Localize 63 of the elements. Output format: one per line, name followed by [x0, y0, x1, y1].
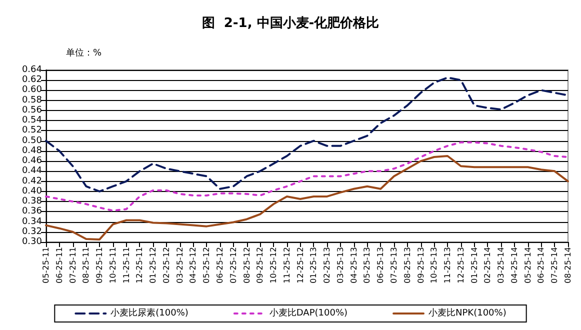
y-tick-label: 0.48	[22, 146, 42, 156]
x-tick-label: 07-25-11	[68, 247, 78, 284]
x-tick-label: 05-25-13	[362, 247, 372, 284]
x-tick-label: 08-25-14	[564, 247, 572, 284]
x-tick-label: 01-25-12	[148, 247, 158, 284]
y-tick-label: 0.46	[22, 156, 42, 166]
x-tick-label: 06-25-14	[536, 247, 546, 284]
x-tick-label: 07-25-13	[390, 247, 398, 284]
x-tick-label: 02-25-14	[483, 247, 492, 284]
x-tick-label: 05-25-14	[523, 247, 532, 284]
x-tick-label: 08-25-13	[402, 247, 412, 284]
x-tick-label: 05-25-12	[202, 247, 212, 284]
y-tick-label: 0.30	[22, 237, 42, 247]
y-tick-label: 0.34	[22, 216, 42, 227]
x-tick-label: 03-25-12	[175, 247, 184, 284]
y-tick-label: 0.32	[22, 226, 42, 237]
y-tick-label: 0.40	[22, 186, 42, 196]
y-tick-label: 0.36	[22, 206, 42, 217]
x-tick-label: 04-25-14	[510, 247, 519, 284]
x-tick-label: 06-25-13	[376, 247, 386, 284]
legend-label: 小麦比尿素(100%)	[110, 308, 188, 318]
chart-title: 图 2-1, 中国小麦-化肥价格比	[202, 16, 380, 31]
y-axis-title: 单位：%	[66, 48, 102, 58]
y-tick-label: 0.50	[22, 136, 42, 146]
y-tick-label: 0.64	[22, 65, 42, 75]
x-tick-label: 03-25-14	[496, 247, 506, 284]
x-tick-label: 09-25-11	[95, 247, 104, 284]
y-tick-label: 0.54	[22, 116, 42, 126]
x-tick-label: 11-25-13	[443, 247, 452, 284]
x-tick-label: 10-25-12	[269, 247, 278, 284]
x-tick-label: 03-25-13	[336, 247, 345, 284]
y-tick-label: 0.58	[22, 95, 42, 106]
x-tick-label: 09-25-13	[416, 247, 426, 284]
y-tick-label: 0.42	[22, 176, 42, 186]
x-tick-label: 09-25-12	[256, 247, 265, 284]
x-tick-label: 06-25-12	[216, 247, 224, 284]
x-tick-label: 06-25-11	[54, 247, 64, 284]
x-tick-label: 12-25-11	[135, 247, 144, 284]
legend-label: 小麦比DAP(100%)	[269, 308, 348, 318]
legend-label: 小麦比NPK(100%)	[428, 308, 506, 318]
x-tick-label: 05-25-11	[42, 247, 50, 284]
x-tick-label: 10-25-11	[108, 247, 118, 284]
x-tick-label: 07-25-12	[228, 247, 238, 284]
x-tick-label: 11-25-12	[282, 247, 292, 284]
y-tick-label: 0.56	[22, 105, 42, 116]
x-tick-label: 10-25-13	[430, 247, 439, 284]
x-tick-label: 02-25-12	[162, 247, 171, 284]
x-tick-label: 08-25-11	[82, 247, 91, 284]
x-tick-label: 01-25-13	[309, 247, 318, 284]
x-tick-label: 07-25-14	[550, 247, 560, 284]
y-tick-label: 0.62	[22, 75, 42, 86]
x-tick-label: 11-25-11	[122, 247, 131, 284]
y-tick-label: 0.44	[22, 166, 42, 176]
y-tick-label: 0.60	[22, 85, 42, 96]
x-tick-label: 12-25-12	[296, 247, 305, 284]
y-tick-label: 0.52	[22, 126, 42, 136]
x-tick-label: 04-25-12	[188, 247, 198, 284]
x-tick-label: 12-25-13	[456, 247, 466, 284]
x-tick-label: 08-25-12	[242, 247, 252, 284]
x-tick-label: 02-25-13	[322, 247, 332, 284]
x-tick-label: 04-25-13	[349, 247, 358, 284]
y-tick-label: 0.38	[22, 196, 42, 207]
x-tick-label: 01-25-14	[470, 247, 479, 284]
